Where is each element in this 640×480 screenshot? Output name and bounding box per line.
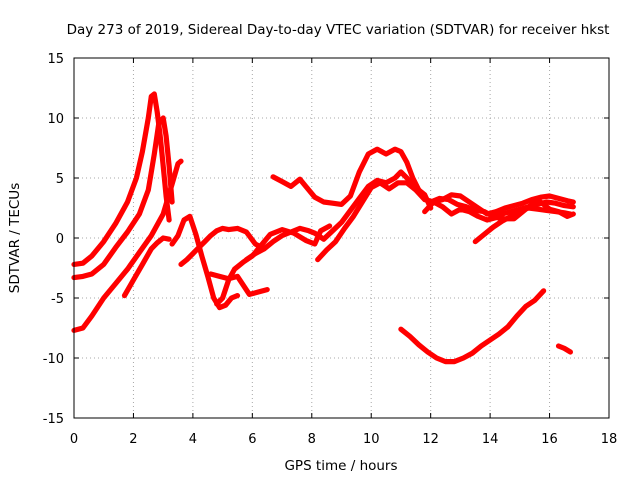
series-line-arc-8 bbox=[214, 223, 333, 307]
series-line-arc-4 bbox=[121, 235, 172, 299]
x-axis-ticks: 0 2 4 6 8 10 12 14 16 18 bbox=[70, 58, 617, 447]
series-line-arc-6 bbox=[178, 225, 267, 267]
series-line-arc-3 bbox=[71, 158, 184, 333]
grid-lines bbox=[74, 58, 609, 418]
series-line-arc-7 bbox=[208, 271, 270, 297]
chart-title: Day 273 of 2019, Sidereal Day-to-day VTE… bbox=[67, 22, 610, 38]
series-line-arc-15 bbox=[555, 343, 574, 355]
series-line-arc-13 bbox=[472, 205, 574, 245]
series-line-arc-11 bbox=[315, 180, 576, 263]
y-axis-ticks: -15 -10 -5 0 5 10 15 bbox=[43, 52, 609, 427]
x-tick-label: 4 bbox=[189, 432, 197, 447]
x-tick-label: 16 bbox=[541, 432, 558, 447]
series-line-arc-1 bbox=[71, 91, 172, 267]
data-series-group bbox=[71, 91, 576, 365]
y-tick-label: 15 bbox=[47, 52, 64, 67]
x-axis-label: GPS time / hours bbox=[284, 458, 397, 474]
x-tick-label: 8 bbox=[308, 432, 316, 447]
x-tick-label: 12 bbox=[422, 432, 439, 447]
x-tick-label: 10 bbox=[363, 432, 380, 447]
x-tick-label: 14 bbox=[482, 432, 499, 447]
x-tick-label: 18 bbox=[601, 432, 618, 447]
series-line-arc-5 bbox=[169, 213, 241, 311]
x-tick-label: 2 bbox=[129, 432, 137, 447]
x-tick-label: 6 bbox=[248, 432, 256, 447]
series-line-arc-14 bbox=[398, 288, 547, 365]
y-axis-label: SDTVAR / TECUs bbox=[7, 183, 23, 293]
series-line-arc-2 bbox=[71, 115, 175, 281]
y-tick-label: 0 bbox=[56, 232, 64, 247]
y-tick-label: -5 bbox=[51, 292, 64, 307]
series-line-arc-9 bbox=[243, 169, 434, 263]
x-tick-label: 0 bbox=[70, 432, 78, 447]
y-tick-label: 5 bbox=[56, 172, 64, 187]
y-tick-label: -10 bbox=[43, 352, 64, 367]
y-tick-label: 10 bbox=[47, 112, 64, 127]
y-tick-label: -15 bbox=[43, 412, 64, 427]
